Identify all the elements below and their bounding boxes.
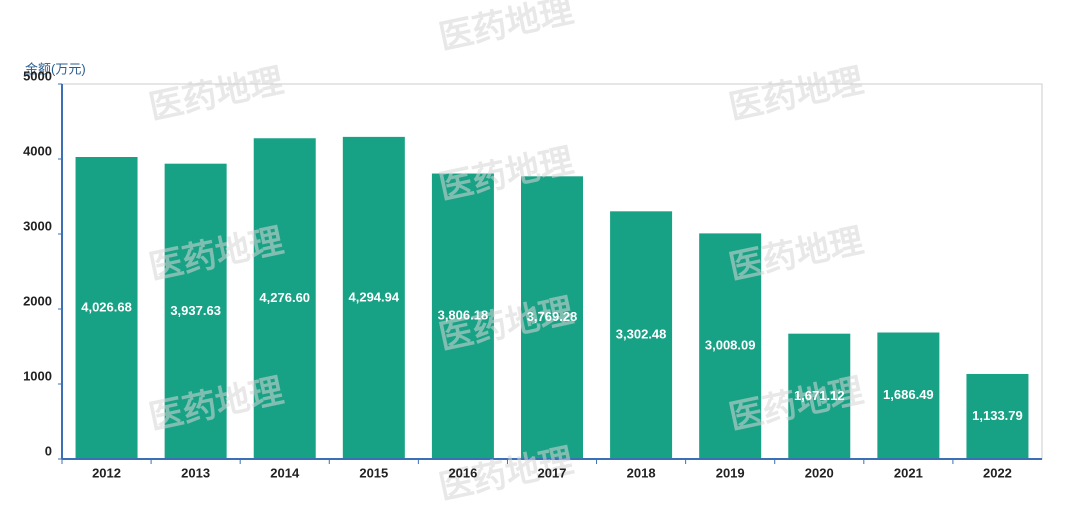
watermark: 医药地理 [146,61,287,128]
watermark: 医药地理 [436,0,577,58]
y-tick-label: 5000 [23,68,52,83]
x-tick-label: 2021 [894,465,923,480]
value-label: 3,008.09 [705,338,756,353]
watermark: 医药地理 [726,61,867,128]
x-tick-label: 2016 [448,465,477,480]
value-label: 1,671.12 [794,388,845,403]
x-tick-label: 2017 [538,465,567,480]
value-label: 4,294.94 [349,289,400,304]
x-tick-label: 2022 [983,465,1012,480]
value-label: 4,276.60 [259,290,310,305]
x-tick-label: 2014 [270,465,300,480]
value-label: 4,026.68 [81,299,132,314]
y-tick-label: 4000 [23,143,52,158]
x-tick-label: 2018 [627,465,656,480]
y-tick-label: 3000 [23,218,52,233]
bar [164,163,227,460]
x-tick-label: 2019 [716,465,745,480]
bar [342,136,405,459]
bar [877,332,940,459]
y-axis-label: 金额(万元) [25,61,86,76]
y-tick-label: 2000 [23,293,52,308]
x-tick-label: 2012 [92,465,121,480]
value-label: 1,133.79 [972,408,1023,423]
x-tick-label: 2015 [359,465,388,480]
x-tick-label: 2013 [181,465,210,480]
bar [610,211,673,459]
bar [75,156,138,459]
x-tick-label: 2020 [805,465,834,480]
value-label: 1,686.49 [883,387,934,402]
bar [699,233,762,459]
value-label: 3,937.63 [170,303,221,318]
bar [521,176,583,459]
bar [966,373,1029,459]
watermark: 医药地理 [726,221,867,288]
y-tick-label: 0 [45,443,52,458]
value-label: 3,806.18 [438,308,489,323]
bar [431,173,494,459]
bar [788,333,851,459]
value-label: 3,769.28 [527,309,578,324]
bar [253,138,316,459]
y-tick-label: 1000 [23,368,52,383]
value-label: 3,302.48 [616,327,667,342]
